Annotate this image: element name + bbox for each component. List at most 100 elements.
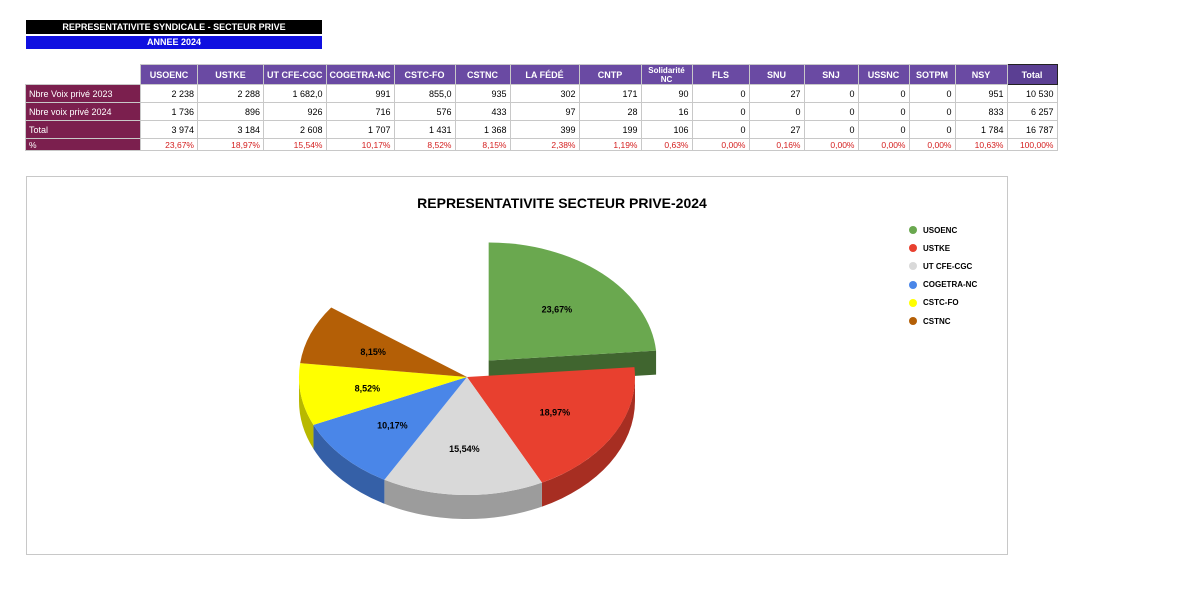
pie-slice [300,307,467,377]
table-cell: 1 736 [140,102,198,121]
table-cell: 2 238 [140,84,198,103]
legend-label: CSTNC [923,316,951,326]
table-cell: 0 [748,102,805,121]
pie-data-label: 8,52% [355,384,381,394]
table-cell: 576 [393,102,456,121]
results-table: USOENC USTKE UT CFE-CGC COGETRA-NC CSTC-FO CS… [25,64,1058,151]
table-cell: 2 608 [263,120,327,139]
table-cell: 16 787 [1006,120,1058,139]
chart-title: REPRESENTATIVITE SECTEUR PRIVE-2024 [417,195,707,211]
table-cell: 1 707 [325,120,395,139]
pie-slice [488,242,657,361]
table-cell: 0 [908,84,956,103]
pie-data-label: 23,67% [542,304,573,314]
column-header: CSTC-FO [393,64,456,85]
table-cell: 0,00% [908,138,956,151]
table-cell: 0 [691,84,750,103]
table-cell: 3 184 [197,120,264,139]
pie-slice-side [299,377,314,449]
table-cell: 0 [908,120,956,139]
table-cell: 433 [454,102,511,121]
row-label: % [25,138,141,151]
table-cell: 97 [509,102,580,121]
table-cell: 0,00% [691,138,750,151]
row-label: Nbre Voix privé 2023 [25,84,141,103]
table-cell: 18,97% [197,138,264,151]
table-cell: 27 [748,84,805,103]
column-header: UT CFE-CGC [263,64,327,85]
legend-label: USTKE [923,243,951,253]
pie-chart: REPRESENTATIVITE SECTEUR PRIVE-2024 23,6… [26,176,1008,555]
table-cell: 10,63% [954,138,1008,151]
table-cell: 0,00% [803,138,859,151]
column-header: FLS [691,64,750,85]
pie-slice-side [313,424,385,504]
legend-swatch [909,262,917,271]
pie-chart-svg: 23,67% 18,97% 15,54% 10,17% 8,52% 8,15% [298,242,657,519]
table-row: Total 3 974 3 184 2 608 1 707 1 431 1 368 399 19… [25,120,1058,139]
column-header: CSTNC [454,64,511,85]
pie-slice [313,377,467,480]
table-cell: 0,63% [640,138,693,151]
column-header: NSY [954,64,1008,85]
legend-item: USOENC [909,221,977,239]
table-cell: 90 [640,84,693,103]
table-corner [25,64,141,85]
report-title: REPRESENTATIVITE SYNDICALE - SECTEUR PRI… [26,20,322,34]
table-cell: 10 530 [1006,84,1058,103]
table-cell: 896 [197,102,264,121]
legend-swatch [909,280,917,289]
table-cell: 1 784 [954,120,1008,139]
table-cell: 0,00% [857,138,910,151]
table-cell: 2,38% [509,138,580,151]
table-cell: 716 [325,102,395,121]
column-header: Solidarité NC [640,64,693,85]
table-cell: 2 288 [197,84,264,103]
table-cell: 10,17% [325,138,395,151]
pie-slice [298,363,467,425]
table-cell: 0 [857,102,910,121]
pie-data-label: 10,17% [377,421,408,431]
table-cell: 302 [509,84,580,103]
pie-data-label: 18,97% [540,408,571,418]
legend-item: UT CFE-CGC [909,257,977,275]
table-cell: 27 [748,120,805,139]
pie-slice-side [541,377,635,507]
table-cell: 926 [263,102,327,121]
table-cell: 951 [954,84,1008,103]
table-cell: 0 [691,120,750,139]
table-cell: 991 [325,84,395,103]
row-label: Total [25,120,141,139]
table-cell: 0 [908,102,956,121]
report-year: ANNEE 2024 [26,36,322,49]
column-header: SNJ [803,64,859,85]
table-cell: 1 682,0 [263,84,327,103]
table-cell: 0,16% [748,138,805,151]
legend-label: COGETRA-NC [923,280,978,290]
table-cell: 935 [454,84,511,103]
table-cell: 23,67% [140,138,198,151]
legend-swatch [909,244,917,253]
legend-item: USTKE [909,239,977,257]
table-cell: 0 [691,102,750,121]
table-cell: 8,15% [454,138,511,151]
pie-slice [467,367,636,483]
pie-data-label: 15,54% [449,444,480,454]
table-cell: 1 368 [454,120,511,139]
table-cell: 6 257 [1006,102,1058,121]
table-cell: 0 [857,84,910,103]
table-cell: 855,0 [393,84,456,103]
table-cell: 106 [640,120,693,139]
column-header: CNTP [578,64,642,85]
table-cell: 199 [578,120,642,139]
table-cell: 15,54% [263,138,327,151]
table-cell: 8,52% [393,138,456,151]
legend-item: COGETRA-NC [909,276,977,294]
table-cell: 1 431 [393,120,456,139]
column-header: LA FÉDÉ [509,64,580,85]
legend-swatch [909,298,917,307]
table-cell: 0 [803,120,859,139]
table-cell: 100,00% [1006,138,1058,151]
table-row: Nbre voix privé 2024 1 736 896 926 716 576 433… [25,102,1058,121]
table-cell: 833 [954,102,1008,121]
